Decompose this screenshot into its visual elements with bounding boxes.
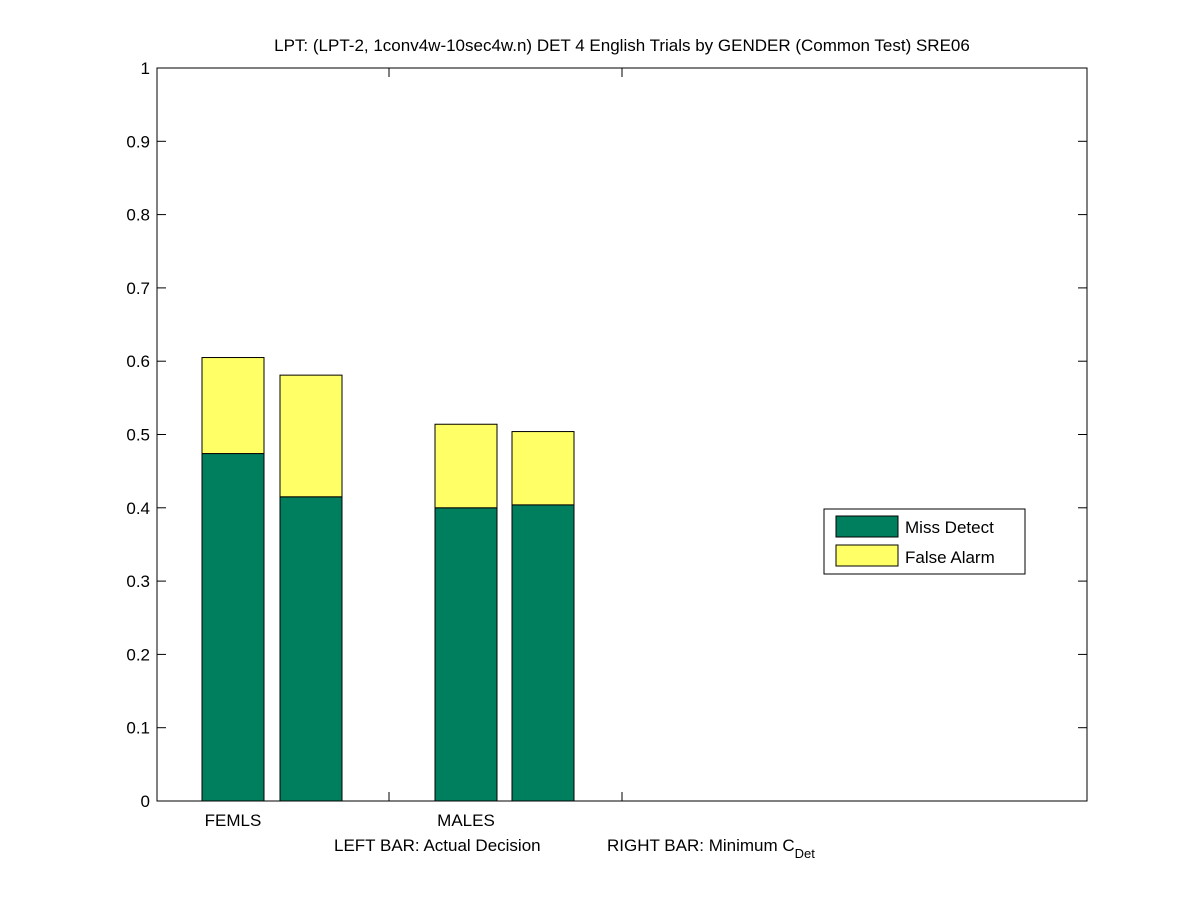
y-tick-label: 0 [141, 792, 150, 811]
legend: Miss Detect False Alarm [823, 508, 1026, 575]
y-tick-label: 0.6 [126, 352, 150, 371]
bar-femls-actual-miss-detect [201, 453, 265, 802]
legend-label-miss-detect: Miss Detect [905, 518, 994, 537]
y-tick-label: 0.5 [126, 426, 150, 445]
group-label-males: MALES [437, 811, 495, 830]
bar-males-actual-false-alarm [434, 423, 498, 509]
legend-swatch-false-alarm [835, 544, 899, 567]
x-axis-label-right-subscript: Det [795, 846, 816, 861]
bars [201, 357, 575, 802]
legend-label-false-alarm: False Alarm [905, 548, 995, 567]
group-label-femls: FEMLS [205, 811, 262, 830]
y-tick-label: 1 [141, 59, 150, 78]
y-axis: 0 0.1 0.2 0.3 0.4 0.5 0.6 0.7 0.8 0.9 1 [126, 59, 1087, 811]
y-tick-label: 0.9 [126, 132, 150, 151]
y-tick-label: 0.1 [126, 719, 150, 738]
legend-swatch-miss-detect [835, 515, 899, 538]
bar-femls-actual-false-alarm [201, 357, 265, 455]
bar-males-actual-miss-detect [434, 507, 498, 802]
bar-males-minimum-miss-detect [511, 504, 575, 802]
bar-femls-minimum-false-alarm [279, 374, 343, 498]
y-tick-label: 0.7 [126, 279, 150, 298]
y-tick-label: 0.2 [126, 645, 150, 664]
chart-title: LPT: (LPT-2, 1conv4w-10sec4w.n) DET 4 En… [274, 36, 970, 55]
x-axis [388, 68, 623, 801]
x-axis-label-right-main: RIGHT BAR: Minimum C [607, 836, 795, 855]
y-tick-label: 0.4 [126, 499, 150, 518]
x-axis-label-right: RIGHT BAR: Minimum CDet [607, 836, 815, 861]
bar-males-minimum-false-alarm [511, 431, 575, 506]
x-axis-label-left: LEFT BAR: Actual Decision [334, 836, 541, 855]
y-tick-label: 0.8 [126, 206, 150, 225]
y-tick-label: 0.3 [126, 572, 150, 591]
bar-femls-minimum-miss-detect [279, 496, 343, 802]
